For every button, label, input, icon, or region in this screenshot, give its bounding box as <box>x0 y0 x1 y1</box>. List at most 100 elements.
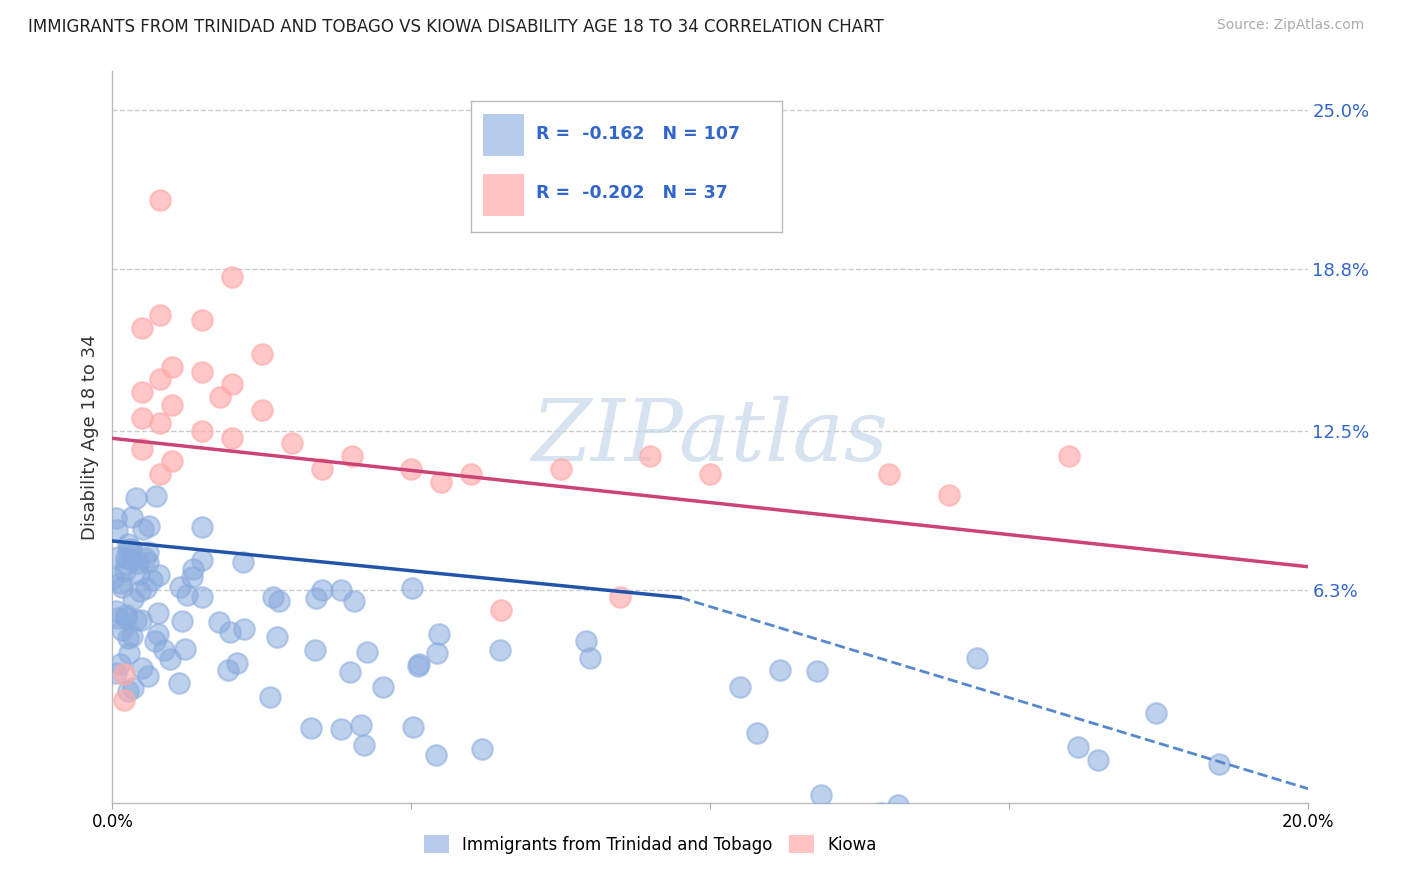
Point <box>1087 753 1109 767</box>
Point <box>305 591 328 605</box>
Point <box>117 543 139 558</box>
Point <box>125 613 148 627</box>
Point <box>131 613 153 627</box>
Point <box>146 607 169 621</box>
Point <box>340 450 363 464</box>
Point <box>250 403 273 417</box>
Point <box>107 550 129 565</box>
Point <box>609 591 631 605</box>
Point <box>402 720 425 734</box>
Point <box>232 622 254 636</box>
Point <box>121 509 143 524</box>
Point <box>575 634 598 648</box>
Point <box>218 624 240 639</box>
Point <box>111 623 134 637</box>
Point <box>132 522 155 536</box>
Point <box>117 631 139 645</box>
Point <box>266 630 288 644</box>
Point <box>125 491 148 505</box>
Point <box>281 436 304 450</box>
Point <box>108 657 131 672</box>
Point <box>127 556 149 570</box>
Point <box>408 657 430 671</box>
Point <box>579 651 602 665</box>
Point <box>120 541 142 556</box>
Point <box>105 666 128 681</box>
Point <box>115 558 138 572</box>
Point <box>810 789 832 803</box>
Point <box>806 665 828 679</box>
Point <box>181 570 204 584</box>
Point <box>121 629 143 643</box>
Point <box>114 611 136 625</box>
Point <box>121 553 143 567</box>
Point <box>159 652 181 666</box>
Text: Source: ZipAtlas.com: Source: ZipAtlas.com <box>1216 18 1364 32</box>
Point <box>870 805 893 820</box>
Point <box>1144 706 1167 720</box>
Point <box>149 193 172 207</box>
Point <box>128 567 150 582</box>
Point <box>117 646 139 660</box>
Point <box>350 717 373 731</box>
Point <box>173 641 195 656</box>
Point <box>131 660 153 674</box>
Point <box>339 665 361 680</box>
Point <box>489 603 512 617</box>
Point <box>699 467 721 482</box>
Point <box>191 552 214 566</box>
Point <box>259 690 281 705</box>
Point <box>131 385 153 400</box>
Point <box>149 308 172 322</box>
Point <box>299 721 322 735</box>
Point <box>1067 740 1090 755</box>
Point <box>406 659 429 673</box>
Text: ZIPatlas: ZIPatlas <box>531 396 889 478</box>
Point <box>330 723 353 737</box>
Point <box>489 643 512 657</box>
Point <box>250 346 273 360</box>
Point <box>121 591 143 606</box>
Point <box>148 567 170 582</box>
Point <box>401 581 423 595</box>
Point <box>117 536 139 550</box>
Point <box>232 555 254 569</box>
Point <box>115 607 138 622</box>
Point <box>330 582 353 597</box>
Point <box>191 590 214 604</box>
Point <box>110 575 132 590</box>
Point <box>471 741 494 756</box>
Point <box>191 520 214 534</box>
Point <box>149 372 172 386</box>
Point <box>343 594 366 608</box>
Point <box>973 822 995 837</box>
Point <box>640 450 662 464</box>
Point <box>131 442 153 456</box>
Point <box>425 748 447 763</box>
Point <box>135 581 157 595</box>
Point <box>966 651 988 665</box>
Point <box>209 390 232 404</box>
Point <box>149 416 172 430</box>
Point <box>128 583 150 598</box>
Point <box>311 582 333 597</box>
Point <box>1188 836 1211 850</box>
Point <box>149 467 172 482</box>
Point <box>221 269 243 284</box>
Point <box>162 398 183 412</box>
Point <box>769 663 792 677</box>
Point <box>162 359 183 374</box>
Point <box>134 551 156 566</box>
Point <box>148 627 170 641</box>
Point <box>138 518 160 533</box>
Point <box>107 611 129 625</box>
Point <box>401 462 423 476</box>
Point <box>191 365 214 379</box>
Point <box>430 475 453 489</box>
Point <box>105 511 128 525</box>
Point <box>191 424 214 438</box>
Point <box>141 573 163 587</box>
Point <box>105 524 128 538</box>
Point <box>183 561 205 575</box>
Point <box>131 321 153 335</box>
